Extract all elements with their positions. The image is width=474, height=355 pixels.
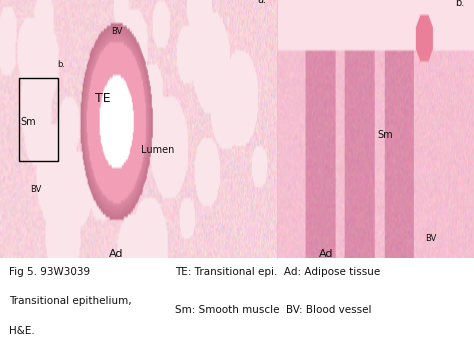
Text: Sm: Smooth muscle  BV: Blood vessel: Sm: Smooth muscle BV: Blood vessel — [175, 305, 372, 315]
Text: Sm: Sm — [378, 130, 393, 140]
Text: TE: Transitional epi.  Ad: Adipose tissue: TE: Transitional epi. Ad: Adipose tissue — [175, 267, 381, 277]
Bar — [19, 78, 58, 161]
Text: Transitional epithelium,: Transitional epithelium, — [9, 296, 132, 306]
Text: BV: BV — [425, 234, 437, 243]
Text: H&E.: H&E. — [9, 326, 35, 336]
Text: Lumen: Lumen — [141, 145, 175, 155]
Text: a.: a. — [257, 0, 266, 5]
Text: Fig 5. 93W3039: Fig 5. 93W3039 — [9, 267, 91, 277]
Text: b.: b. — [57, 60, 65, 69]
Text: Sm: Sm — [20, 117, 36, 127]
Text: TE: TE — [95, 92, 110, 105]
Text: Ad: Ad — [109, 249, 124, 259]
Text: BV: BV — [111, 27, 122, 36]
Text: BV: BV — [30, 185, 42, 194]
Text: b.: b. — [455, 0, 464, 8]
Text: Ad: Ad — [319, 249, 334, 259]
